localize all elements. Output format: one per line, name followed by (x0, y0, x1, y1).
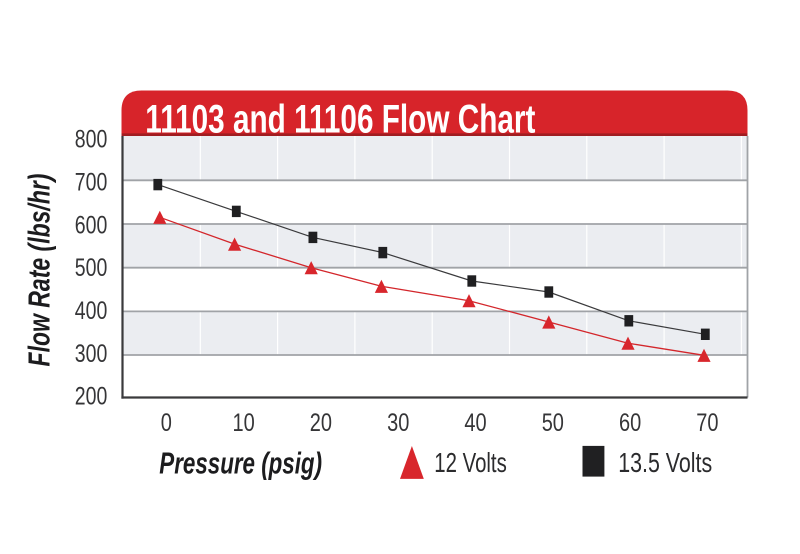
svg-text:11103 and 11106 Flow Chart: 11103 and 11106 Flow Chart (145, 97, 535, 141)
svg-text:200: 200 (75, 382, 108, 410)
svg-text:50: 50 (542, 409, 564, 437)
svg-text:300: 300 (75, 340, 108, 368)
svg-text:Flow Rate (lbs/hr): Flow Rate (lbs/hr) (22, 174, 56, 367)
svg-text:20: 20 (310, 409, 332, 437)
svg-text:600: 600 (75, 211, 108, 239)
svg-text:10: 10 (232, 409, 254, 437)
svg-text:13.5 Volts: 13.5 Volts (618, 448, 712, 478)
svg-text:700: 700 (75, 168, 108, 196)
svg-text:0: 0 (161, 409, 172, 437)
svg-text:30: 30 (387, 409, 409, 437)
svg-text:500: 500 (75, 254, 108, 282)
svg-text:Pressure (psig): Pressure (psig) (159, 446, 322, 480)
svg-text:800: 800 (75, 125, 108, 153)
svg-text:12 Volts: 12 Volts (434, 448, 506, 479)
svg-text:40: 40 (464, 409, 486, 437)
svg-text:70: 70 (696, 409, 718, 437)
svg-text:400: 400 (75, 297, 108, 325)
svg-text:60: 60 (619, 409, 641, 437)
